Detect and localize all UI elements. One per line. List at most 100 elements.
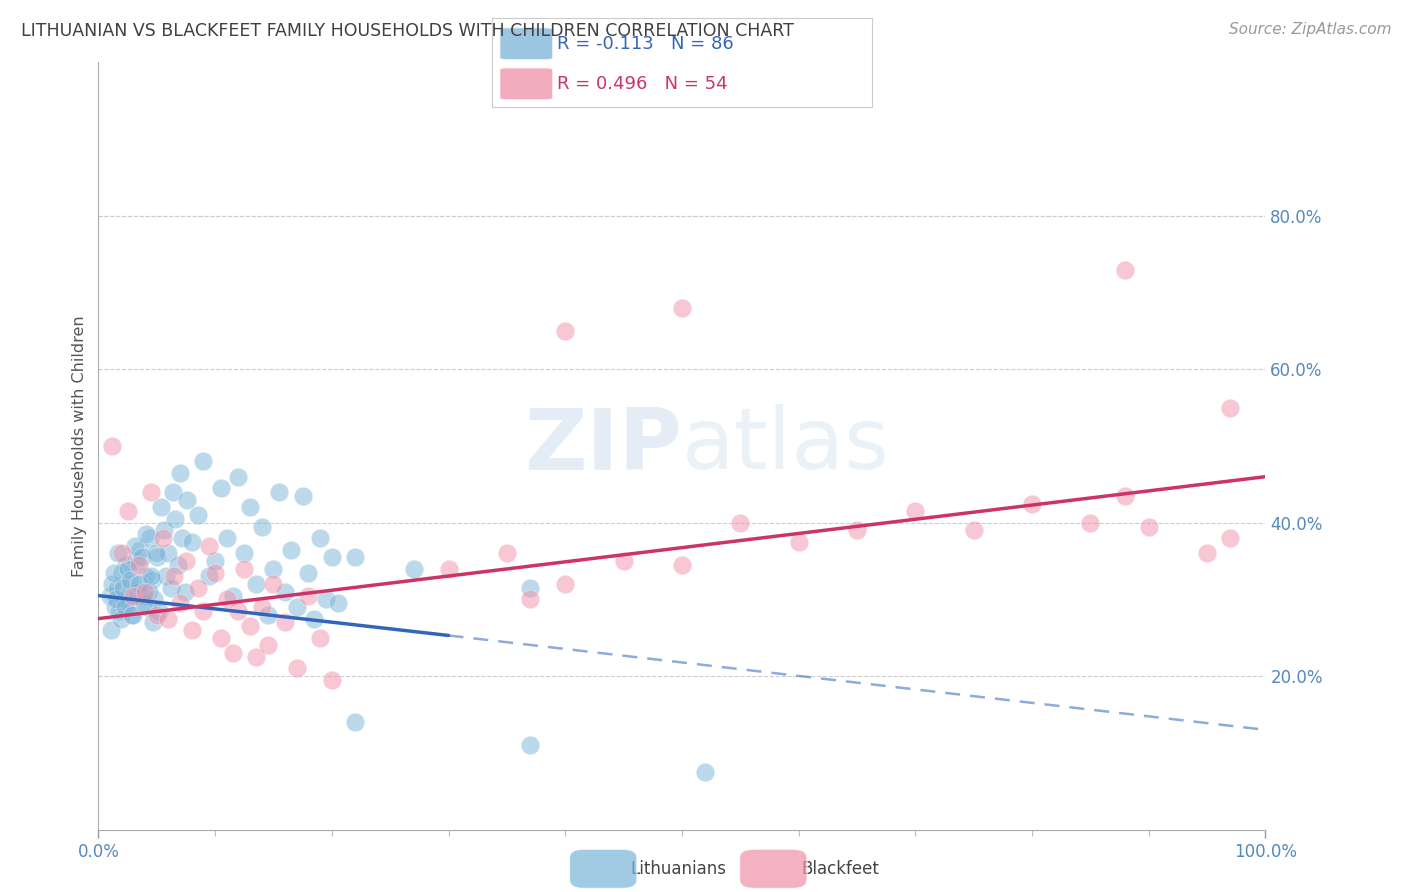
Point bbox=[280, 542, 302, 557]
Point bbox=[105, 581, 128, 595]
Point bbox=[215, 592, 238, 607]
Point bbox=[297, 566, 319, 580]
Point bbox=[139, 531, 162, 545]
Point bbox=[198, 539, 221, 553]
Text: R = 0.496   N = 54: R = 0.496 N = 54 bbox=[557, 75, 727, 93]
Point bbox=[554, 577, 576, 591]
Point bbox=[315, 592, 337, 607]
Point bbox=[134, 584, 156, 599]
Point bbox=[111, 581, 134, 595]
Point bbox=[148, 604, 170, 618]
Text: ZIP: ZIP bbox=[524, 404, 682, 488]
Point bbox=[176, 492, 198, 507]
Point bbox=[111, 566, 134, 580]
Point bbox=[291, 489, 314, 503]
FancyBboxPatch shape bbox=[499, 68, 553, 100]
Point bbox=[141, 573, 163, 587]
Point bbox=[321, 550, 343, 565]
Point bbox=[143, 592, 166, 607]
Point bbox=[157, 612, 180, 626]
Point bbox=[402, 562, 425, 576]
Point bbox=[128, 558, 150, 572]
Point bbox=[228, 604, 250, 618]
Point bbox=[262, 562, 284, 576]
Point bbox=[193, 454, 215, 468]
Point bbox=[554, 324, 576, 338]
Point bbox=[787, 534, 810, 549]
Point bbox=[269, 485, 291, 500]
Point bbox=[121, 607, 143, 622]
Point bbox=[155, 569, 177, 583]
Point bbox=[256, 607, 278, 622]
Point bbox=[209, 631, 232, 645]
Point bbox=[169, 466, 191, 480]
Point bbox=[671, 301, 693, 315]
Point bbox=[159, 581, 181, 595]
Point bbox=[173, 584, 195, 599]
Point bbox=[166, 558, 188, 572]
Point bbox=[519, 738, 541, 752]
Point bbox=[1114, 489, 1136, 503]
Point bbox=[132, 596, 155, 610]
Point bbox=[150, 500, 173, 515]
Point bbox=[221, 589, 243, 603]
Point bbox=[239, 500, 262, 515]
Point bbox=[245, 577, 267, 591]
Point bbox=[496, 546, 519, 560]
Point bbox=[344, 550, 367, 565]
Point bbox=[245, 649, 267, 664]
Text: R = -0.113   N = 86: R = -0.113 N = 86 bbox=[557, 35, 734, 53]
Point bbox=[326, 596, 349, 610]
Y-axis label: Family Households with Children: Family Households with Children bbox=[72, 315, 87, 577]
Point bbox=[262, 577, 284, 591]
Point bbox=[174, 554, 197, 568]
Point bbox=[135, 527, 157, 541]
Point bbox=[114, 600, 136, 615]
Point bbox=[209, 481, 232, 495]
Point bbox=[110, 612, 132, 626]
Point bbox=[250, 600, 273, 615]
Point bbox=[125, 589, 148, 603]
Point bbox=[297, 589, 319, 603]
Point bbox=[198, 569, 221, 583]
Point bbox=[128, 577, 150, 591]
Point bbox=[730, 516, 752, 530]
Point bbox=[157, 546, 180, 560]
Point bbox=[321, 673, 343, 687]
Point bbox=[1137, 519, 1160, 533]
Point bbox=[152, 531, 174, 545]
Point bbox=[1114, 262, 1136, 277]
Point bbox=[304, 612, 326, 626]
Point bbox=[193, 604, 215, 618]
Point bbox=[1219, 401, 1241, 415]
Point bbox=[187, 508, 209, 522]
Point bbox=[104, 600, 127, 615]
Point bbox=[233, 546, 256, 560]
Point bbox=[187, 581, 209, 595]
Point bbox=[1021, 496, 1043, 510]
Point bbox=[139, 569, 162, 583]
Point bbox=[103, 566, 125, 580]
Point bbox=[1080, 516, 1102, 530]
Point bbox=[846, 524, 869, 538]
Point bbox=[118, 596, 141, 610]
Point bbox=[309, 531, 332, 545]
Point bbox=[125, 554, 148, 568]
Point bbox=[111, 546, 134, 560]
Text: LITHUANIAN VS BLACKFEET FAMILY HOUSEHOLDS WITH CHILDREN CORRELATION CHART: LITHUANIAN VS BLACKFEET FAMILY HOUSEHOLD… bbox=[21, 22, 794, 40]
Point bbox=[962, 524, 984, 538]
Point bbox=[285, 600, 308, 615]
Point bbox=[120, 577, 142, 591]
Point bbox=[145, 546, 167, 560]
Point bbox=[139, 485, 162, 500]
Point bbox=[215, 531, 238, 545]
Point bbox=[169, 596, 191, 610]
Point bbox=[163, 569, 186, 583]
Point bbox=[138, 584, 160, 599]
Point bbox=[695, 765, 717, 780]
Point bbox=[309, 631, 332, 645]
Point bbox=[519, 581, 541, 595]
Point bbox=[146, 550, 169, 565]
Point bbox=[165, 512, 187, 526]
Point bbox=[274, 584, 297, 599]
